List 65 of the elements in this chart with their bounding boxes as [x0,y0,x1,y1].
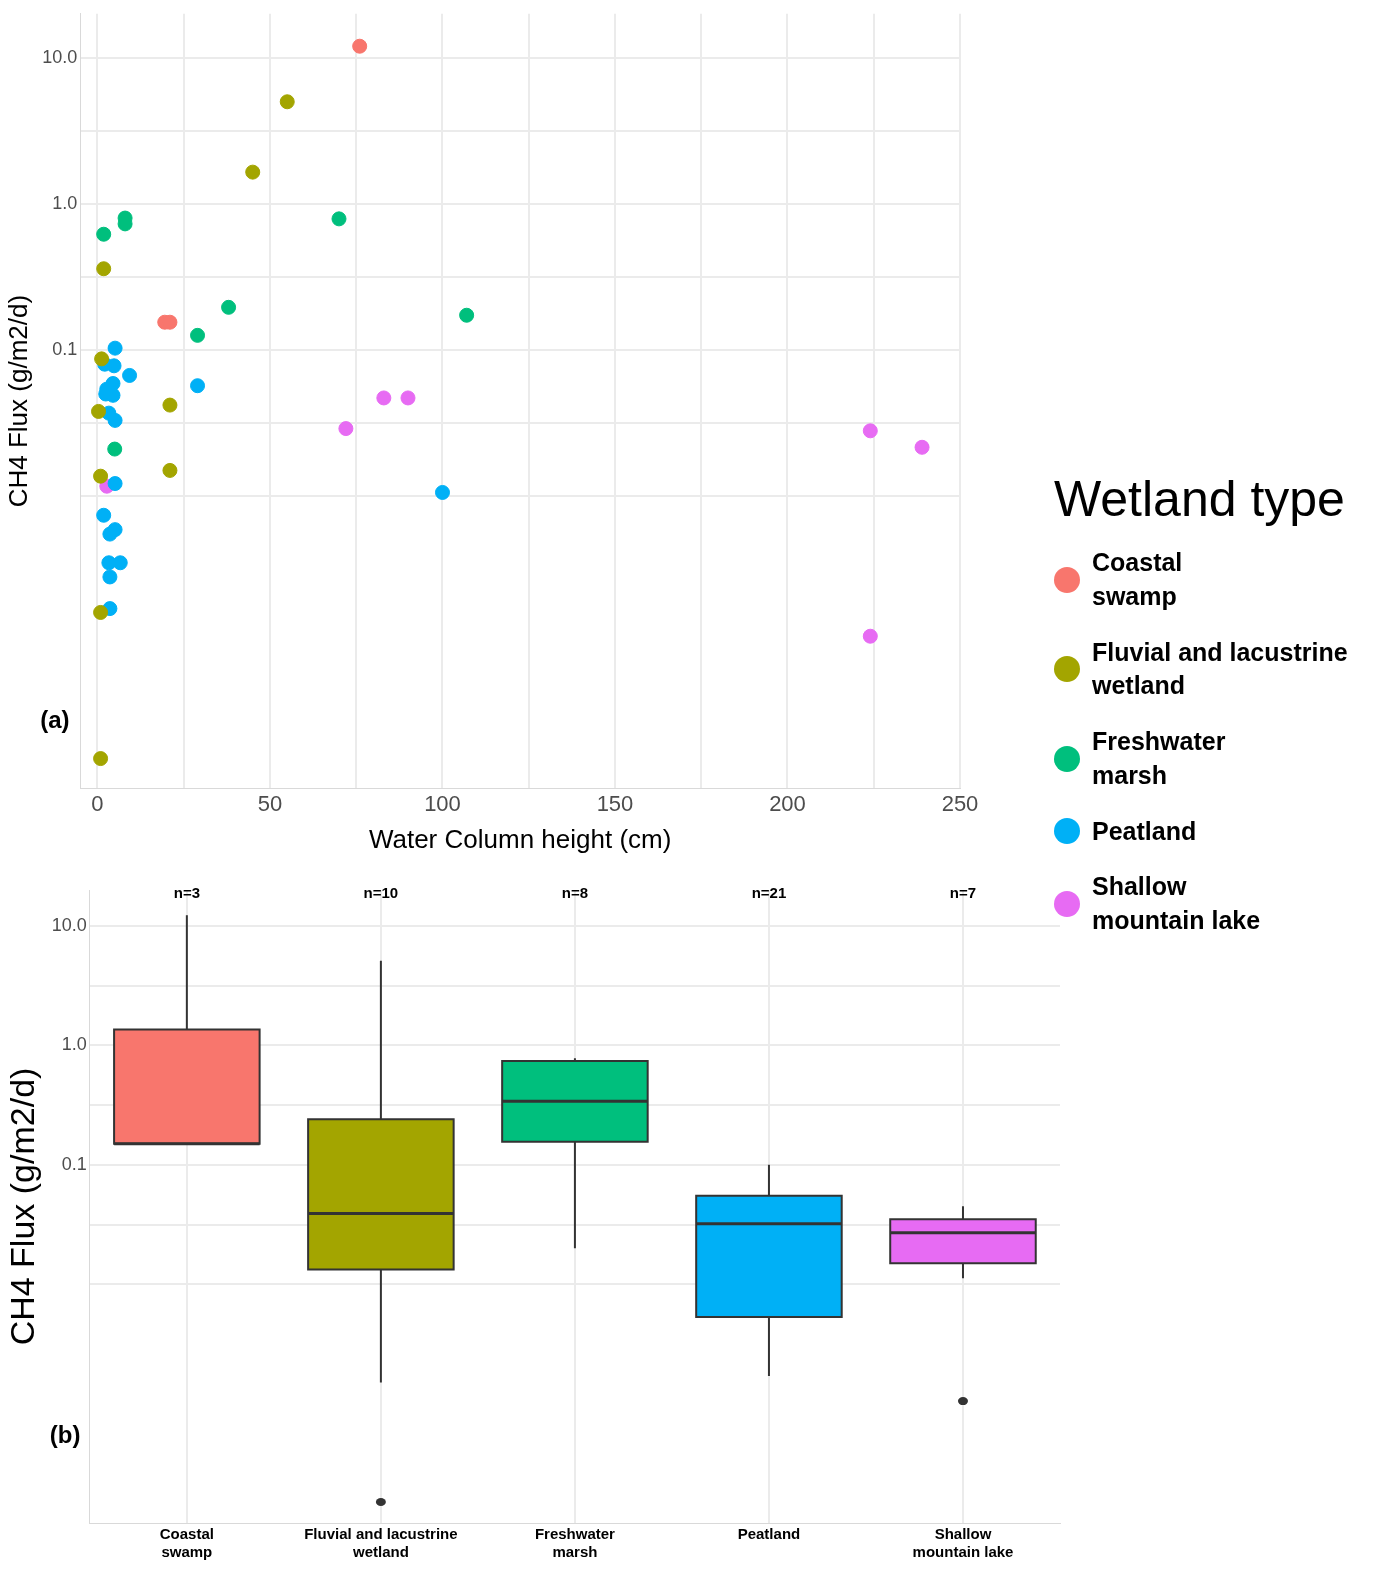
x-tick-label: 100 [424,790,461,816]
legend-label: Shallow mountain lake [1092,871,1261,936]
x-tick-label: Coastal swamp [159,1525,214,1561]
point [190,378,206,394]
legend-label: Fluvial and lacustrine wetland [1092,636,1348,702]
annotation: n=8 [561,884,589,901]
point [107,412,123,428]
legend-label: Coastal swamp [1092,547,1183,612]
point [107,441,123,457]
point [914,439,930,455]
point [400,390,416,406]
y-tick-label: 0.1 [61,1153,87,1174]
point [162,462,178,478]
point [221,299,237,315]
point [96,226,112,242]
point [352,38,368,54]
annotation: n=21 [751,884,787,901]
legend-title: Wetland type [1054,470,1346,528]
annotation: n=7 [949,884,977,901]
point [338,421,354,437]
point [102,569,118,585]
point [94,351,110,367]
x-tick-label: Peatland [737,1525,801,1543]
point [459,307,475,323]
point [279,94,295,110]
legend-label: Peatland [1092,815,1197,847]
y-tick-label: 0.1 [52,339,78,359]
point [93,751,109,767]
x-tick-label: Shallow mountain lake [912,1525,1014,1561]
y-tick-label: 1.0 [52,192,78,213]
x-tick-label: 200 [769,790,806,816]
point [91,403,107,419]
point [162,397,178,413]
x-tick-label: 150 [596,790,634,816]
point [190,327,206,343]
x-axis-title: Water Column height (cm) [368,823,672,854]
x-tick-label: 250 [941,790,979,816]
point [102,526,118,542]
point [245,164,261,180]
point [122,367,138,383]
y-tick-label: 10.0 [51,914,87,935]
point [96,261,112,277]
text: (b) [49,1421,81,1448]
point [862,423,878,439]
point [96,507,112,523]
point [862,628,878,644]
point [93,604,109,620]
text: (a) [40,706,70,734]
point [434,484,450,500]
annotation: n=10 [363,884,399,901]
point [331,211,347,227]
y-tick-label: 1.0 [61,1034,87,1055]
point [112,555,128,571]
point [376,390,392,406]
point [107,340,123,356]
x-tick-label: 50 [257,790,283,816]
annotation: n=3 [173,884,200,901]
point [93,468,109,484]
y-axis-title: CH4 Flux (g/m2/d) [2,294,33,508]
point [107,476,123,492]
x-tick-label: 0 [91,790,104,816]
x-tick-label: Freshwater marsh [534,1525,616,1561]
y-axis-title: CH4 Flux (g/m2/d) [2,1067,41,1346]
y-tick-label: 10.0 [42,46,78,67]
x-tick-label: Fluvial and lacustrine wetland [304,1525,458,1561]
